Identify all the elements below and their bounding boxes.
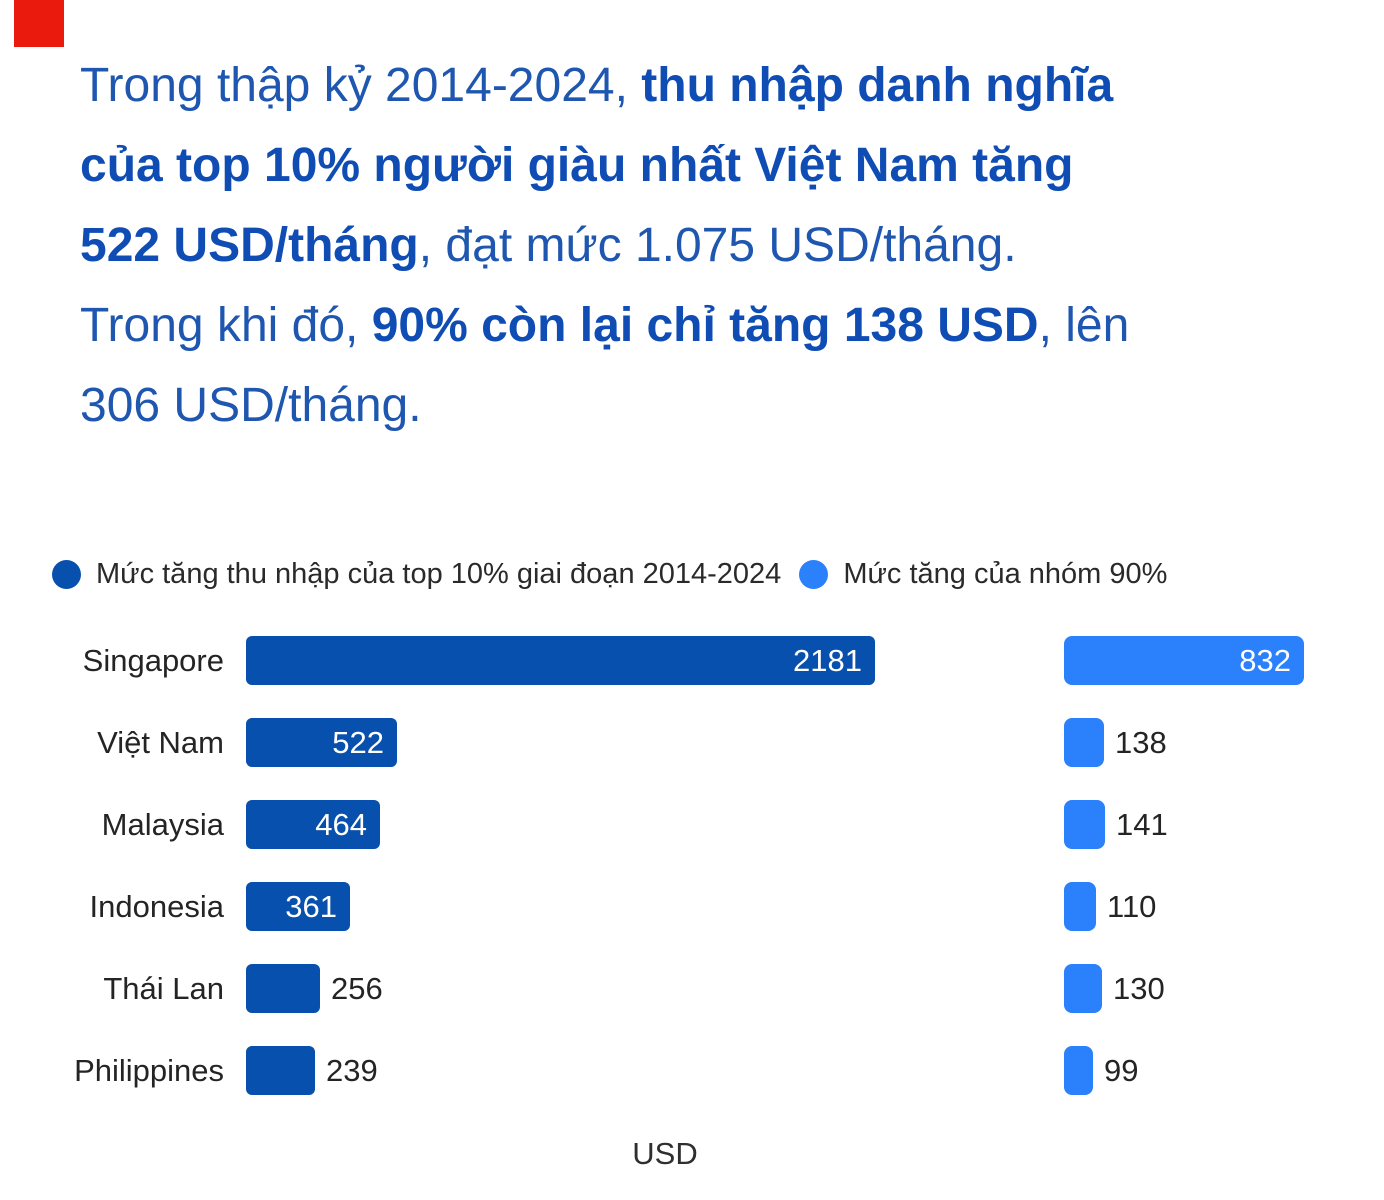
value-label: 256 (331, 971, 383, 1006)
headline-bold-text: 522 USD/tháng (80, 219, 419, 272)
bar-rest90-5 (1064, 1046, 1093, 1095)
chart-row-thái-lan: Thái Lan 256 130 (0, 964, 1384, 1013)
headline-text: Trong thập kỷ 2014-2024, (80, 59, 642, 112)
category-label: Singapore (82, 643, 224, 678)
bar-rest90-3 (1064, 882, 1096, 931)
bar-top10-4 (246, 964, 320, 1013)
category-label: Việt Nam (97, 725, 224, 760)
bar-rest90-0: 832 (1064, 636, 1304, 685)
bar-top10-0: 2181 (246, 636, 875, 685)
bar-top10-1: 522 (246, 718, 397, 767)
headline-bold-text: 90% còn lại chỉ tăng 138 USD (371, 299, 1039, 352)
value-label: 141 (1116, 807, 1168, 842)
legend-label-top10: Mức tăng thu nhập của top 10% giai đoạn … (96, 558, 782, 590)
legend-dot-rest90-icon (799, 560, 829, 589)
value-label: 832 (1239, 643, 1291, 678)
chart-legend: Mức tăng thu nhập của top 10% giai đoạn … (52, 558, 1382, 591)
chart-row-malaysia: Malaysia 464 141 (0, 800, 1384, 849)
chart-row-indonesia: Indonesia 361 110 (0, 882, 1384, 931)
value-label: 361 (285, 889, 337, 924)
value-label: 130 (1113, 971, 1165, 1006)
headline-bold-text: của top 10% người giàu nhất Việt Nam tăn… (80, 139, 1074, 192)
value-label: 464 (315, 807, 367, 842)
category-label: Indonesia (89, 889, 224, 924)
chart-row-philippines: Philippines 239 99 (0, 1046, 1384, 1095)
x-axis-label: USD (632, 1136, 698, 1171)
bar-top10-3: 361 (246, 882, 350, 931)
bar-rest90-1 (1064, 718, 1104, 767)
value-label: 522 (332, 725, 384, 760)
legend-label-rest90: Mức tăng của nhóm 90% (843, 558, 1168, 590)
category-label: Philippines (74, 1053, 224, 1088)
value-label: 239 (326, 1053, 378, 1088)
headline-bold-text: thu nhập danh nghĩa (641, 59, 1114, 112)
bar-top10-5 (246, 1046, 315, 1095)
legend-item-rest90: Mức tăng của nhóm 90% (799, 558, 1167, 591)
headline-line: 306 USD/tháng. (80, 366, 1370, 446)
category-label: Thái Lan (103, 971, 224, 1006)
headline-text: , lên (1038, 299, 1130, 352)
headline-line: Trong thập kỷ 2014-2024, thu nhập danh n… (80, 46, 1370, 126)
value-label: 138 (1115, 725, 1167, 760)
legend-item-top10: Mức tăng thu nhập của top 10% giai đoạn … (52, 558, 781, 591)
headline-text: 306 USD/tháng. (80, 379, 422, 432)
chart-row-singapore: Singapore 2181 832 (0, 636, 1384, 685)
headline-line: Trong khi đó, 90% còn lại chỉ tăng 138 U… (80, 286, 1370, 366)
headline-text: , đạt mức 1.075 USD/tháng. (418, 219, 1017, 272)
headline-line: của top 10% người giàu nhất Việt Nam tăn… (80, 126, 1370, 206)
value-label: 2181 (793, 643, 862, 678)
headline-paragraph: Trong thập kỷ 2014-2024, thu nhập danh n… (80, 46, 1370, 446)
chart-row-việt-nam: Việt Nam 522 138 (0, 718, 1384, 767)
value-label: 99 (1104, 1053, 1139, 1088)
legend-dot-top10-icon (52, 560, 81, 589)
bar-rest90-2 (1064, 800, 1105, 849)
value-label: 110 (1107, 889, 1157, 924)
headline-line: 522 USD/tháng, đạt mức 1.075 USD/tháng. (80, 206, 1370, 286)
bar-top10-2: 464 (246, 800, 380, 849)
category-label: Malaysia (101, 807, 224, 842)
red-square-marker (14, 0, 64, 47)
headline-text: Trong khi đó, (80, 299, 372, 352)
bar-rest90-4 (1064, 964, 1102, 1013)
bar-chart: Singapore 2181 832 Việt Nam 522 138 Malaysia 46… (0, 636, 1384, 1128)
